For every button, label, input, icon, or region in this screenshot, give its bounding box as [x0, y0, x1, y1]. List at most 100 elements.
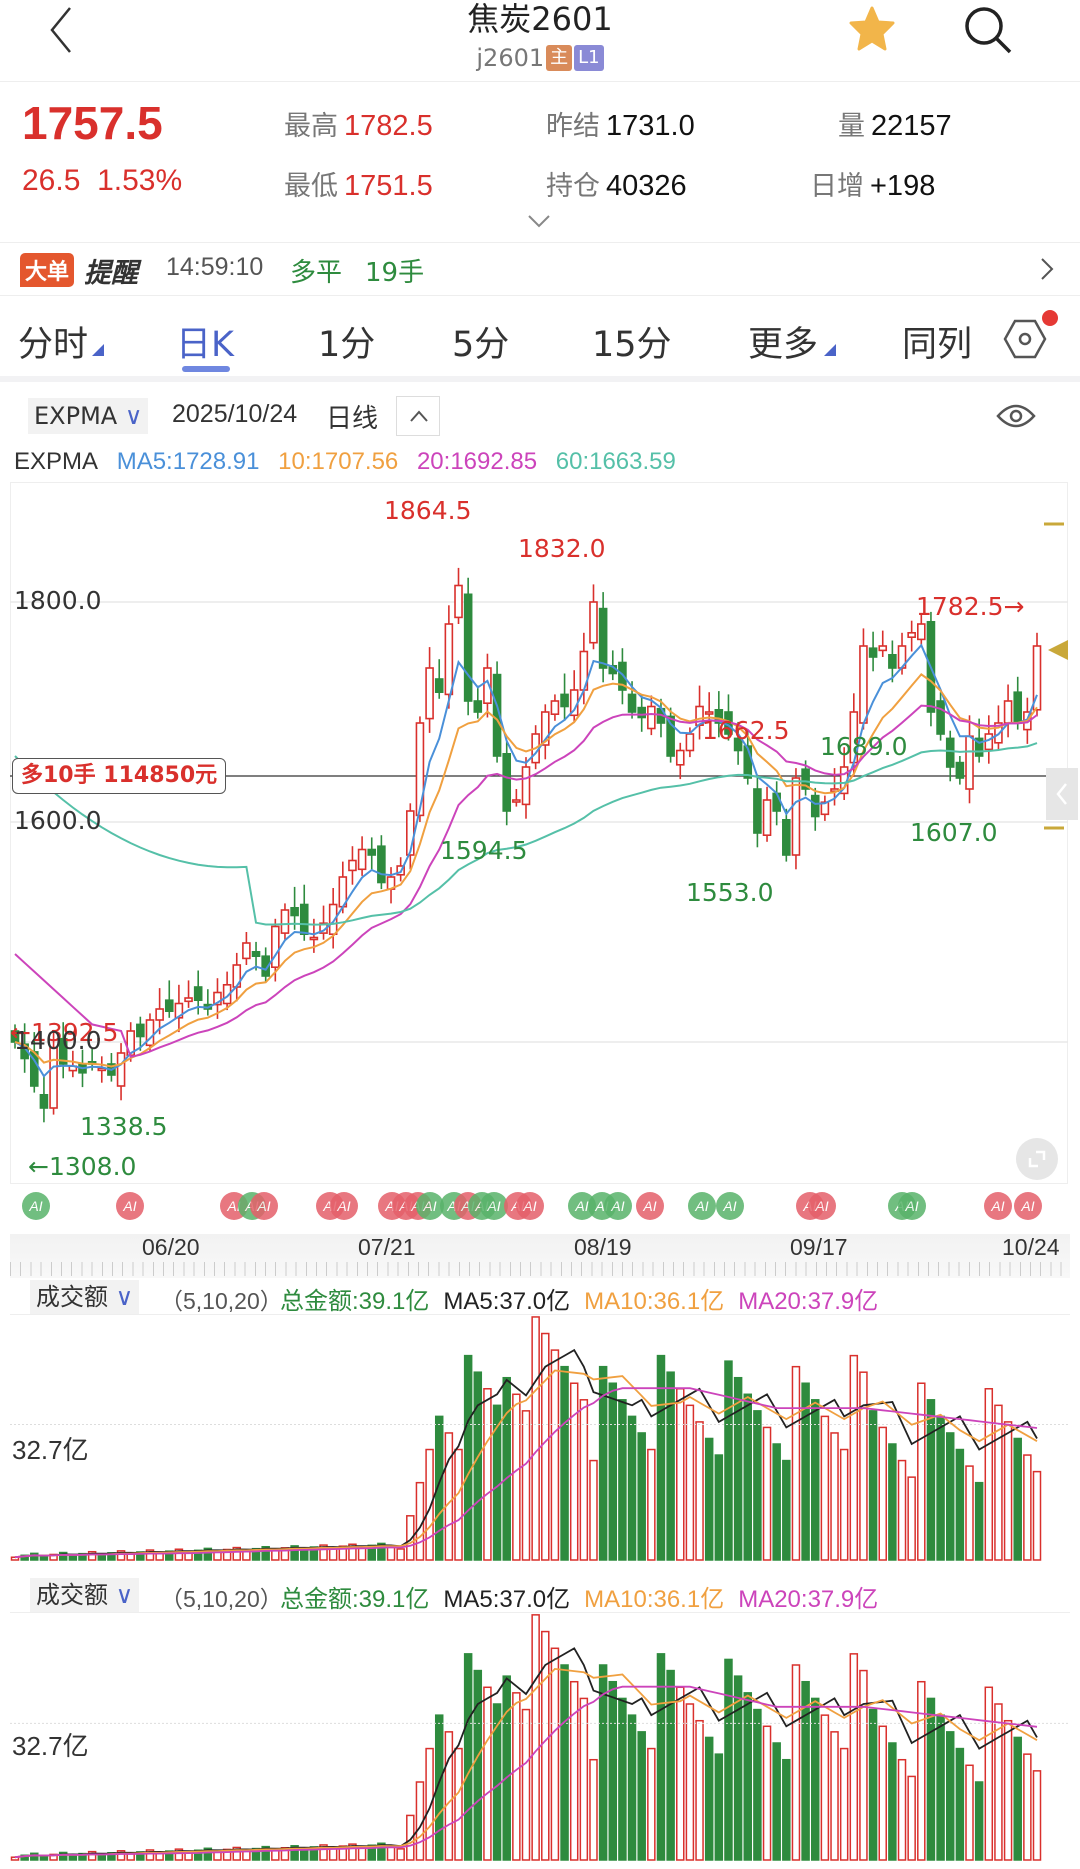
tab-daily-k[interactable]: 日K	[176, 325, 234, 365]
ai-signal-sell-icon[interactable]: AI	[898, 1192, 926, 1220]
tab-intraday[interactable]: 分时	[18, 325, 89, 365]
chevron-left-icon	[1056, 783, 1067, 805]
annotation-1662: 1662.5	[702, 716, 790, 745]
annotation-low-1308: ←1308.0	[28, 1152, 137, 1181]
prev-settle-field: 昨结 1731.0	[546, 110, 695, 142]
expma-legend: EXPMA MA5:1728.91 10:1707.56 20:1692.85 …	[14, 448, 676, 475]
selected-date: 2025/10/24	[172, 400, 298, 428]
collapse-button[interactable]	[396, 396, 440, 436]
ai-signal-sell-icon[interactable]: AI	[604, 1192, 632, 1220]
date-label: 08/19	[574, 1234, 632, 1260]
tab-more[interactable]: 更多	[748, 325, 819, 365]
expand-icon	[1028, 1150, 1046, 1168]
notification-dot	[1042, 310, 1058, 326]
top-nav-bar: 焦炭2601 j2601 主 L1	[0, 0, 1080, 82]
ai-signal-buy-icon[interactable]: AI	[116, 1192, 144, 1220]
level1-tag: L1	[574, 45, 604, 71]
y-label-1600: 1600.0	[14, 806, 102, 835]
ai-signal-buy-icon[interactable]: AI	[516, 1192, 544, 1220]
annotation-1594: 1594.5	[440, 836, 528, 865]
date-label: 06/20	[142, 1234, 200, 1260]
tab-same-series[interactable]: 同列	[902, 325, 973, 365]
turnover-legend: 总金额:39.1亿 MA5:37.0亿 MA10:36.1亿 MA20:37.9亿	[280, 1288, 879, 1315]
annotation-high-1864: 1864.5	[384, 496, 472, 525]
ai-signal-sell-icon[interactable]: AI	[688, 1192, 716, 1220]
ai-signal-buy-icon[interactable]: AI	[330, 1192, 358, 1220]
ai-signal-sell-icon[interactable]: AI	[716, 1192, 744, 1220]
alert-qty: 19手	[365, 258, 425, 288]
page-title: 焦炭2601	[467, 0, 613, 38]
ma-params: （5,10,20）	[160, 1288, 283, 1314]
turnover-legend-2: 总金额:39.1亿 MA5:37.0亿 MA10:36.1亿 MA20:37.9亿	[280, 1586, 879, 1613]
turnover-y-label-2: 32.7亿	[12, 1731, 89, 1761]
indicator-toolbar: EXPMA ∨ 2025/10/24 日线	[0, 392, 1080, 438]
large-order-alert[interactable]: 大单 提醒 14:59:10 多平 19手	[0, 242, 1080, 296]
ai-signal-sell-icon[interactable]: AI	[22, 1192, 50, 1220]
ai-signal-buy-icon[interactable]: AI	[984, 1192, 1012, 1220]
volume-field: 量 22157	[838, 110, 952, 142]
settings-hexagon-icon[interactable]	[1002, 316, 1048, 362]
annotation-1553: 1553.0	[686, 878, 774, 907]
tab-1min[interactable]: 1分	[318, 325, 376, 365]
turnover-select-2[interactable]: 成交额 ∨	[30, 1578, 140, 1612]
annotation-1782: 1782.5→	[916, 592, 1025, 621]
date-label: 09/17	[790, 1234, 848, 1260]
period-label: 日线	[326, 404, 379, 434]
menu-triangle-icon	[824, 344, 836, 356]
turnover-chart[interactable]	[10, 1314, 1070, 1566]
ma-params: （5,10,20）	[160, 1586, 283, 1612]
ai-signal-buy-icon[interactable]: AI	[636, 1192, 664, 1220]
period-tabs: 分时 日K 1分 5分 15分 更多 同列	[0, 296, 1080, 382]
date-label: 07/21	[358, 1234, 416, 1260]
candlestick-chart[interactable]	[10, 482, 1068, 1184]
ai-signal-buy-icon[interactable]: AI	[1014, 1192, 1042, 1220]
expand-chevron-icon[interactable]	[527, 214, 551, 228]
contract-code: j2601 主 L1	[0, 44, 1080, 72]
favorite-star-icon[interactable]	[844, 2, 900, 58]
alert-title: 提醒	[84, 258, 138, 289]
tab-5min[interactable]: 5分	[452, 325, 510, 365]
y-label-1800: 1800.0	[14, 586, 102, 615]
ai-signal-buy-icon[interactable]: AI	[808, 1192, 836, 1220]
main-contract-tag: 主	[546, 45, 573, 71]
tab-15min[interactable]: 15分	[592, 325, 672, 365]
turnover-header-2: 成交额 ∨ （5,10,20） 总金额:39.1亿 MA5:37.0亿 MA10:3…	[0, 1574, 1080, 1614]
alert-badge: 大单	[20, 253, 75, 287]
axis-ticks	[10, 1262, 1070, 1276]
eye-icon[interactable]	[996, 400, 1036, 432]
ai-signal-row: AIAIAIAIAIAIAIAIAIAIAIAIAIAIAIAIAIAIAIAI…	[0, 1192, 1080, 1224]
date-label: 10/24	[1002, 1234, 1060, 1260]
chevron-right-icon[interactable]	[1040, 257, 1054, 281]
low-field: 最低 1751.5	[284, 170, 433, 202]
quote-panel: 1757.5 26.5 1.53% 最高 1782.5 最低 1751.5 昨结 17…	[0, 82, 1080, 242]
active-tab-indicator	[182, 366, 230, 372]
annotation-1689: 1689.0	[820, 732, 908, 761]
turnover-chart-2[interactable]	[10, 1612, 1070, 1866]
annotation-1607: 1607.0	[910, 818, 998, 847]
price-change: 26.5 1.53%	[22, 164, 183, 197]
annotation-1832: 1832.0	[518, 534, 606, 563]
open-interest-field: 持仓 40326	[546, 170, 687, 202]
side-panel-toggle[interactable]	[1046, 768, 1078, 820]
date-axis[interactable]: 06/20 07/21 08/19 09/17 10/24	[10, 1234, 1070, 1278]
y-label-1400: 1400.0	[14, 1026, 102, 1055]
chevron-up-icon	[410, 410, 428, 422]
indicator-select[interactable]: EXPMA ∨	[28, 398, 149, 434]
turnover-select[interactable]: 成交额 ∨	[30, 1280, 140, 1314]
ai-signal-buy-icon[interactable]: AI	[250, 1192, 278, 1220]
ai-signal-sell-icon[interactable]: AI	[480, 1192, 508, 1220]
menu-triangle-icon	[92, 344, 104, 356]
position-label[interactable]: 多10手 114850元	[12, 758, 227, 794]
annotation-1392: ←1392.5	[10, 1018, 119, 1047]
fullscreen-button[interactable]	[1016, 1138, 1058, 1180]
turnover-header: 成交额 ∨ （5,10,20） 总金额:39.1亿 MA5:37.0亿 MA10:3…	[0, 1276, 1080, 1316]
annotation-1338: 1338.5	[80, 1112, 168, 1141]
last-price: 1757.5	[22, 97, 163, 149]
daily-change-field: 日增 +198	[810, 170, 936, 202]
ai-signal-sell-icon[interactable]: AI	[416, 1192, 444, 1220]
search-icon[interactable]	[960, 2, 1016, 58]
back-icon[interactable]	[42, 4, 82, 54]
alert-type: 多平	[290, 258, 343, 288]
turnover-y-label: 32.7亿	[12, 1435, 89, 1465]
